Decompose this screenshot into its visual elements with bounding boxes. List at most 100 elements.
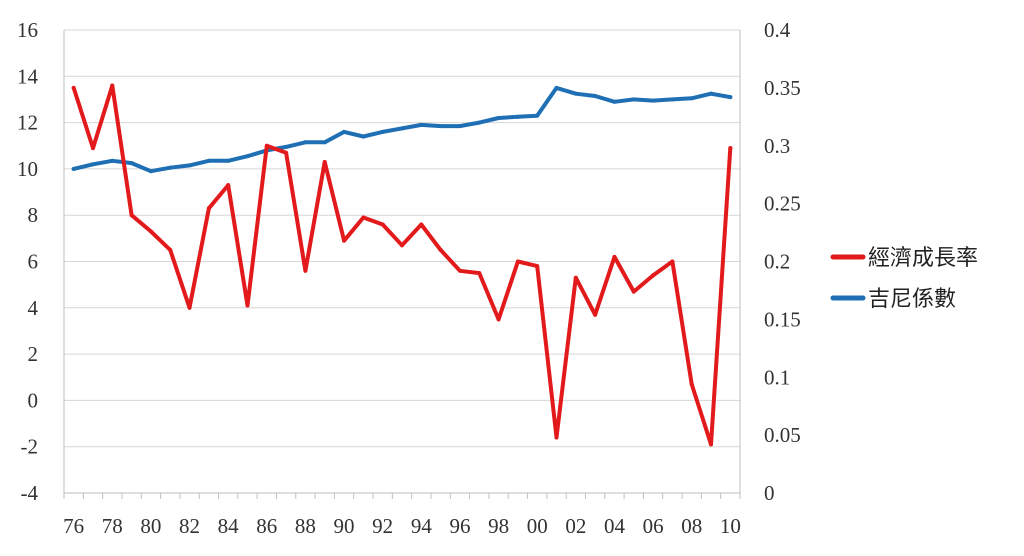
x-tick-label: 90	[334, 514, 355, 538]
data-point	[438, 124, 443, 129]
left-tick-label: 8	[28, 203, 39, 227]
left-tick-label: 0	[28, 388, 39, 412]
x-tick-label: 00	[527, 514, 548, 538]
x-tick-label: 84	[218, 514, 240, 538]
left-tick-label: 4	[28, 296, 39, 320]
left-tick-label: 10	[17, 157, 38, 181]
right-tick-label: 0.15	[764, 307, 801, 331]
right-tick-label: 0.2	[764, 250, 790, 274]
left-tick-label: 2	[28, 342, 39, 366]
data-point	[187, 163, 192, 168]
gridlines	[64, 29, 740, 494]
data-point	[709, 91, 714, 96]
data-point	[670, 97, 675, 102]
data-point	[573, 91, 578, 96]
left-tick-label: -4	[21, 481, 39, 505]
data-point	[535, 264, 540, 269]
x-tick-label: 94	[411, 514, 433, 538]
data-point	[438, 247, 443, 252]
data-point	[226, 183, 231, 188]
data-point	[573, 275, 578, 280]
series-line-0	[71, 83, 733, 447]
right-axis-ticks: 0 0.05 0.1 0.15 0.2 0.25 0.3 0.35 0.4	[764, 18, 801, 505]
data-point	[709, 442, 714, 447]
data-point	[90, 146, 95, 151]
data-point	[380, 129, 385, 134]
legend-label-0: 經濟成長率	[868, 246, 978, 271]
axes	[63, 30, 741, 499]
data-point	[187, 305, 192, 310]
data-point	[631, 289, 636, 294]
data-point	[303, 140, 308, 145]
data-point	[206, 206, 211, 211]
data-point	[90, 162, 95, 167]
data-point	[129, 161, 134, 166]
data-point	[110, 158, 115, 163]
x-tick-label: 02	[565, 514, 586, 538]
data-point	[593, 312, 598, 317]
data-point	[71, 166, 76, 171]
data-point	[689, 96, 694, 101]
data-point	[264, 143, 269, 148]
left-tick-label: 6	[28, 250, 39, 274]
data-point	[689, 382, 694, 387]
data-point	[303, 268, 308, 273]
data-point	[342, 129, 347, 134]
data-point	[245, 303, 250, 308]
x-tick-label: 80	[140, 514, 161, 538]
right-tick-label: 0.35	[764, 76, 801, 100]
data-point	[322, 159, 327, 164]
data-point	[728, 146, 733, 151]
data-point	[284, 144, 289, 149]
x-tick-label: 92	[372, 514, 393, 538]
x-tick-label: 98	[488, 514, 509, 538]
data-point	[515, 259, 520, 264]
data-point	[496, 115, 501, 120]
data-point	[245, 154, 250, 159]
left-tick-label: -2	[21, 435, 39, 459]
data-point	[535, 113, 540, 118]
data-point	[206, 158, 211, 163]
data-point	[477, 271, 482, 276]
x-tick-label: 88	[295, 514, 316, 538]
data-point	[168, 165, 173, 170]
right-tick-label: 0.05	[764, 423, 801, 447]
data-point	[728, 95, 733, 100]
data-point	[168, 247, 173, 252]
left-tick-label: 14	[17, 64, 39, 88]
right-tick-label: 0.25	[764, 192, 801, 216]
data-point	[651, 98, 656, 103]
data-point	[612, 254, 617, 259]
data-point	[419, 122, 424, 127]
data-point	[322, 140, 327, 145]
data-point	[361, 215, 366, 220]
data-point	[612, 99, 617, 104]
data-point	[342, 238, 347, 243]
data-point	[457, 268, 462, 273]
data-point	[400, 243, 404, 248]
x-tick-label: 82	[179, 514, 200, 538]
x-tick-label: 96	[449, 514, 470, 538]
data-point	[651, 273, 656, 278]
data-point	[400, 126, 404, 131]
x-tick-label: 86	[256, 514, 277, 538]
x-axis-ticks: 76 78 80 82 84 86 88 90 92 94 96 98 00 02 04 06 08 10	[63, 514, 741, 538]
right-tick-label: 0.3	[764, 134, 790, 158]
legend-label-1: 吉尼係數	[868, 287, 956, 312]
data-point	[380, 222, 385, 227]
data-point	[129, 213, 134, 218]
data-point	[110, 83, 115, 88]
data-point	[554, 435, 559, 440]
data-point	[361, 134, 366, 139]
data-point	[71, 85, 76, 90]
data-point	[457, 124, 462, 129]
data-point	[284, 150, 289, 155]
right-tick-label: 0.4	[764, 18, 791, 42]
right-tick-label: 0.1	[764, 365, 790, 389]
left-tick-label: 12	[17, 111, 38, 135]
data-point	[226, 158, 231, 163]
data-point	[593, 93, 598, 98]
data-point	[631, 97, 636, 102]
